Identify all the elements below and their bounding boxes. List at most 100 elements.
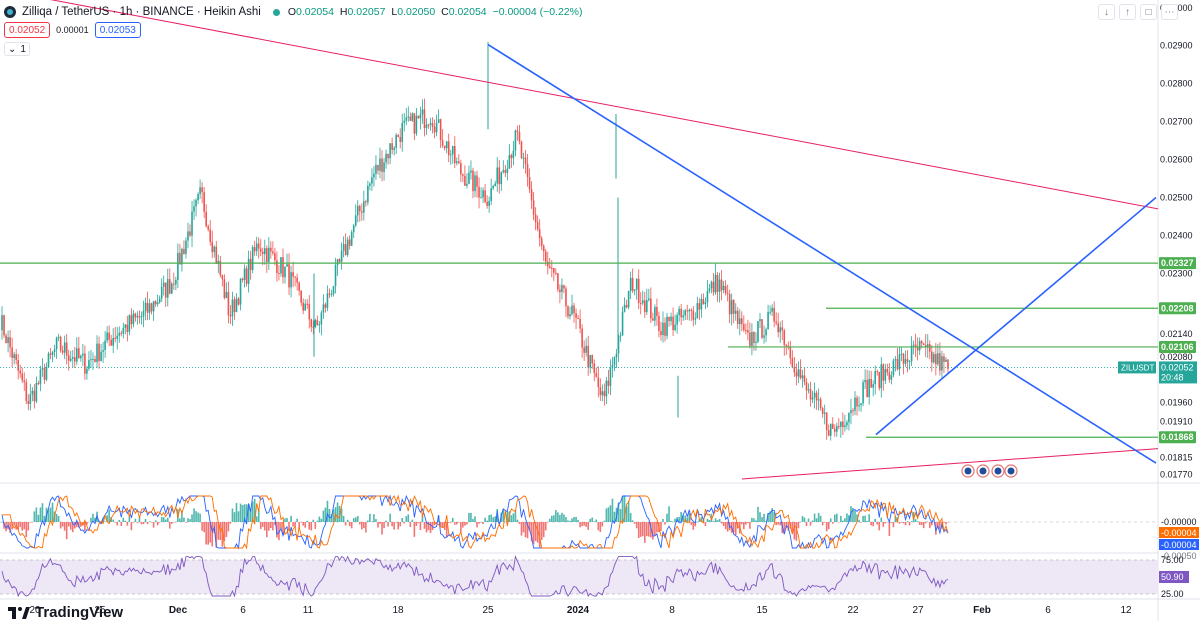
candle-body (399, 137, 402, 142)
macd-histogram-bar (191, 514, 193, 522)
macd-histogram-bar (255, 516, 258, 522)
macd-histogram-bar (912, 511, 915, 522)
candle-body (546, 261, 549, 267)
candle-body (453, 146, 456, 164)
macd-histogram-bar (407, 514, 410, 522)
maximize-icon[interactable]: □ (1140, 4, 1157, 20)
arrow-up-icon[interactable]: ↑ (1119, 4, 1136, 20)
candle-body (728, 294, 731, 315)
event-markers[interactable] (961, 464, 1018, 478)
candle-body (142, 310, 145, 317)
macd-histogram-bar (920, 522, 923, 526)
macd-histogram-bar (864, 515, 866, 522)
price-axis[interactable]: 0.030000.029000.028000.027000.026000.025… (1118, 3, 1199, 599)
macd-histogram-bar (41, 503, 44, 522)
macd-histogram-bar (371, 521, 373, 522)
macd-histogram-bar (320, 518, 323, 522)
candle-body (146, 302, 149, 313)
candle-body (51, 351, 54, 355)
macd-histogram-bar (84, 522, 86, 531)
candle-body (377, 164, 379, 171)
level-price-tag (1159, 257, 1196, 270)
candle-body (601, 391, 604, 396)
macd-histogram-bar (700, 517, 703, 522)
candle-body (411, 113, 414, 121)
macd-histogram-bar (128, 516, 131, 522)
macd-histogram-bar (490, 514, 492, 522)
candle-body (314, 320, 317, 328)
macd-pane[interactable] (0, 494, 1158, 550)
macd-histogram-bar (613, 511, 616, 522)
candle-body (330, 294, 333, 296)
candle-body (676, 315, 678, 325)
candle-body (132, 313, 135, 325)
macd-histogram-bar (405, 516, 408, 522)
time-axis[interactable]: 20 25 Dec 6 11 18 25 2024 8 15 22 27 Feb 6 12 (29, 605, 1132, 616)
candle-body (53, 349, 56, 352)
macd-histogram-bar (365, 522, 367, 533)
candle-body (290, 272, 292, 288)
candle-body (29, 394, 32, 404)
macd-histogram-bar (492, 517, 494, 522)
candle-body (235, 298, 238, 313)
candle-body (484, 190, 486, 202)
candle-body (825, 412, 828, 431)
macd-histogram-bar (21, 522, 24, 531)
time-tick-label: 22 (847, 605, 859, 616)
candle-body (100, 351, 102, 361)
macd-histogram-bar (773, 512, 775, 522)
macd-histogram-bar (548, 518, 551, 522)
candle-body (464, 175, 466, 186)
macd-histogram-bar (57, 515, 60, 522)
macd-histogram-bar (844, 518, 846, 522)
macd-histogram-bar (518, 522, 521, 524)
macd-histogram-bar (793, 522, 796, 540)
candle-body (759, 319, 761, 322)
macd-histogram-bar (482, 522, 484, 525)
macd-histogram-bar (456, 522, 458, 525)
macd-histogram-bar (55, 513, 58, 522)
candle-body (538, 229, 541, 239)
macd-histogram-bar (852, 507, 854, 522)
candle-body (346, 239, 349, 255)
symbol-title[interactable]: Zilliqa / TetherUS · 1h · BINANCE · Heik… (22, 6, 261, 18)
time-tick-label: 6 (1045, 605, 1051, 616)
candle-body (617, 335, 620, 354)
candle-body (791, 358, 794, 368)
more-icon[interactable]: ⋯ (1161, 4, 1178, 20)
macd-histogram-bar (211, 522, 214, 547)
macd-histogram-bar (674, 518, 676, 522)
macd-histogram-bar (888, 522, 891, 536)
macd-histogram-bar (235, 503, 238, 522)
tradingview-logo[interactable]: TradingView (8, 604, 123, 621)
macd-histogram-bar (753, 518, 755, 522)
macd-histogram-bar (102, 518, 104, 522)
sell-button[interactable]: 0.02052 (4, 22, 51, 38)
macd-histogram-bar (747, 522, 749, 524)
drawing-lines[interactable] (0, 0, 1159, 480)
macd-histogram-bar (706, 518, 709, 522)
candle-body (900, 353, 903, 355)
arrow-down-icon[interactable]: ↓ (1098, 4, 1115, 20)
candle-body (720, 279, 723, 291)
macd-histogram-bar (76, 522, 78, 528)
candle-body (336, 259, 339, 266)
macd-value-label: -0.00004 (1161, 540, 1197, 550)
macd-histogram-bar (595, 519, 598, 522)
macd-histogram-bar (445, 522, 448, 538)
candle-body (278, 273, 280, 275)
candle-body (251, 247, 254, 270)
macd-histogram-bar (933, 521, 935, 523)
macd-histogram-bar (421, 516, 424, 522)
macd-histogram-bar (217, 522, 220, 540)
rsi-pane[interactable] (0, 554, 1158, 598)
candle-body (462, 174, 464, 176)
macd-histogram-bar (672, 521, 674, 523)
candle-body (356, 205, 359, 216)
candle-body (785, 344, 788, 346)
buy-button[interactable]: 0.02053 (94, 22, 141, 38)
indicator-toggle[interactable]: ⌄ 1 (4, 42, 30, 56)
macd-histogram-bar (872, 522, 874, 527)
